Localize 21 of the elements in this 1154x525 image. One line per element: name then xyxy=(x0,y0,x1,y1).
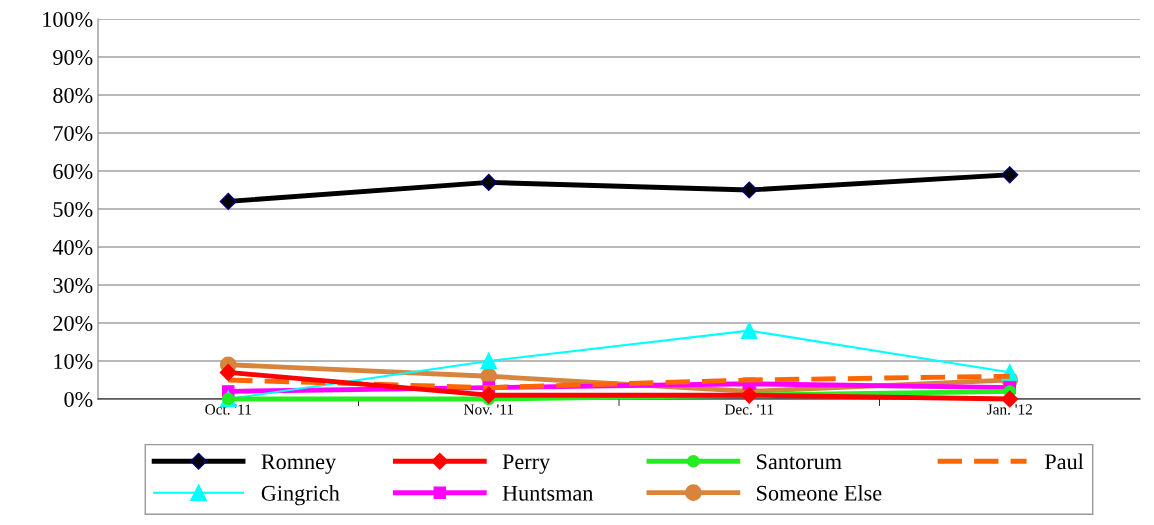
y-tick-label: 20% xyxy=(53,315,93,331)
y-tick-label: 60% xyxy=(53,163,93,179)
y-tick-label: 40% xyxy=(52,239,93,255)
x-tick-label: Dec. '11 xyxy=(724,404,774,415)
legend-label: Gingrich xyxy=(261,485,340,506)
legend-label: Santorum xyxy=(757,454,842,470)
y-tick-label: 0% xyxy=(64,391,93,407)
legend-label: Someone Else xyxy=(757,485,882,501)
y-tick-label: 100% xyxy=(43,11,93,27)
y-tick-label: 50% xyxy=(53,201,93,217)
y-tick-label: 30% xyxy=(53,277,93,293)
y-tick-label: 10% xyxy=(54,353,93,369)
legend-label: Huntsman xyxy=(502,485,594,501)
x-tick-label: Jan. '12 xyxy=(987,404,1032,415)
legend-label: Perry xyxy=(502,454,551,474)
x-tick-label: Nov. '11 xyxy=(463,404,514,415)
y-tick-label: 70% xyxy=(53,125,93,141)
legend-label: Paul xyxy=(1044,453,1084,470)
y-tick-label: 80% xyxy=(53,87,93,103)
legend-label: Romney xyxy=(261,454,337,474)
y-tick-label: 90% xyxy=(53,49,93,65)
